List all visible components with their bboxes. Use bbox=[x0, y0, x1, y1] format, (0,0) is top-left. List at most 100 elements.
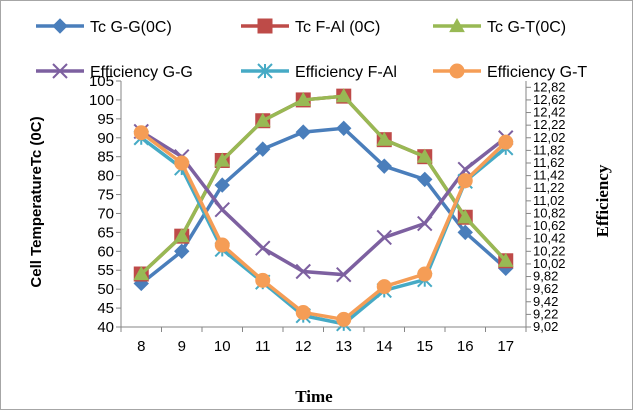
legend: Tc G-G(0C) Tc F-Al (0C) Tc G-T(0C) Efficien… bbox=[36, 17, 587, 81]
data-point bbox=[255, 272, 271, 288]
legend-item: Efficiency G-T bbox=[433, 63, 587, 81]
data-point bbox=[498, 134, 514, 150]
data-point bbox=[457, 224, 473, 241]
y-tick-label: 45 bbox=[97, 300, 114, 317]
x-tick-label: 16 bbox=[457, 338, 474, 355]
y-right-tick-label: 10,42 bbox=[533, 231, 566, 246]
y-tick-label: 60 bbox=[97, 243, 114, 260]
data-point bbox=[254, 112, 271, 127]
y-right-tick-label: 9,42 bbox=[533, 294, 558, 309]
y-right-tick-label: 11,62 bbox=[533, 155, 565, 170]
x-axis-title: Time bbox=[295, 387, 333, 406]
data-point-stroke bbox=[376, 229, 392, 246]
legend-label: Efficiency G-T bbox=[487, 64, 587, 81]
data-point bbox=[376, 131, 393, 146]
data-point-stroke bbox=[214, 201, 230, 218]
data-point bbox=[417, 215, 433, 232]
y-axis-title: Cell TemperatureTc (0C) bbox=[28, 116, 45, 287]
data-point bbox=[295, 304, 311, 320]
data-point bbox=[174, 243, 190, 260]
x-tick-label: 8 bbox=[137, 338, 145, 355]
y-right-tick-label: 11,22 bbox=[533, 180, 565, 195]
data-point bbox=[336, 120, 352, 137]
legend-swatch-marker bbox=[257, 18, 273, 34]
data-point bbox=[295, 263, 311, 280]
y-right-tick-label: 9,62 bbox=[533, 281, 558, 296]
data-point bbox=[457, 209, 474, 224]
y-tick-label: 100 bbox=[89, 92, 114, 109]
data-point-stroke bbox=[255, 240, 271, 256]
data-point bbox=[457, 173, 473, 189]
data-point bbox=[174, 155, 190, 171]
y-right-tick-label: 11,82 bbox=[533, 142, 565, 157]
y-tick-label: 85 bbox=[97, 149, 114, 166]
legend-item: Tc F-Al (0C) bbox=[241, 18, 380, 36]
legend-swatch-marker bbox=[52, 18, 68, 34]
data-point bbox=[376, 279, 392, 295]
x-tick-label: 15 bbox=[416, 338, 433, 355]
y-tick-label: 90 bbox=[97, 130, 114, 147]
y-tick-label: 105 bbox=[89, 73, 114, 90]
y-right-tick-label: 9,82 bbox=[533, 269, 558, 284]
x-tick-label: 14 bbox=[376, 338, 393, 355]
data-point bbox=[336, 311, 352, 327]
legend-swatch-marker bbox=[257, 63, 273, 79]
x-tick-label: 9 bbox=[178, 338, 186, 355]
x-tick-label: 12 bbox=[295, 338, 312, 355]
y-tick-label: 80 bbox=[97, 168, 114, 185]
legend-swatch-marker bbox=[52, 63, 68, 79]
x-tick-label: 10 bbox=[214, 338, 231, 355]
y-right-tick-label: 10,82 bbox=[533, 205, 566, 220]
y-tick-label: 65 bbox=[97, 224, 114, 241]
data-point bbox=[417, 266, 433, 282]
data-point bbox=[133, 125, 149, 141]
legend-item: Tc G-T(0C) bbox=[433, 17, 566, 36]
legend-item: Efficiency G-G bbox=[36, 63, 193, 81]
series-line bbox=[140, 131, 507, 322]
series-line bbox=[140, 129, 507, 277]
y-right-tick-label: 9,02 bbox=[533, 319, 558, 334]
y-axis-right-title: Efficiency bbox=[593, 164, 612, 237]
y-right-tick-label: 11,42 bbox=[533, 168, 565, 183]
data-point bbox=[417, 171, 433, 188]
data-point bbox=[255, 141, 271, 157]
y-right-tick-label: 10,22 bbox=[533, 243, 566, 258]
data-point bbox=[336, 266, 352, 283]
data-point bbox=[214, 201, 230, 218]
y-right-tick-label: 10,62 bbox=[533, 218, 566, 233]
data-point bbox=[133, 265, 150, 281]
data-point bbox=[295, 124, 311, 140]
series-line bbox=[140, 94, 508, 276]
data-point-stroke bbox=[457, 161, 473, 178]
data-point bbox=[335, 88, 352, 103]
y-tick-label: 70 bbox=[97, 205, 114, 222]
data-point-stroke bbox=[336, 266, 352, 283]
y-right-tick-label: 12,22 bbox=[533, 117, 566, 132]
y-tick-label: 95 bbox=[97, 111, 114, 128]
y-tick-label: 40 bbox=[97, 319, 114, 336]
y-right-tick-label: 10,02 bbox=[533, 256, 566, 271]
y-tick-label: 55 bbox=[97, 262, 114, 279]
y-right-tick-label: 12,82 bbox=[533, 79, 566, 94]
legend-swatch-marker bbox=[449, 17, 465, 33]
y-right-tick-label: 11,02 bbox=[533, 193, 565, 208]
series-line bbox=[140, 94, 508, 276]
data-point bbox=[376, 229, 392, 246]
legend-item: Efficiency F-Al bbox=[241, 63, 397, 81]
legend-label: Tc F-Al (0C) bbox=[295, 19, 380, 36]
legend-label: Tc G-T(0C) bbox=[487, 19, 566, 36]
x-tick-label: 13 bbox=[335, 338, 352, 355]
legend-swatch-marker bbox=[449, 63, 465, 79]
legend-item: Tc G-G(0C) bbox=[36, 18, 172, 36]
y-right-tick-label: 12,62 bbox=[533, 92, 566, 107]
data-point bbox=[214, 237, 230, 253]
legend-label: Tc G-G(0C) bbox=[90, 19, 172, 36]
x-tick-label: 11 bbox=[255, 338, 271, 355]
legend-swatch-marker-stroke bbox=[52, 63, 68, 79]
y-tick-label: 50 bbox=[97, 281, 114, 298]
data-point-stroke bbox=[295, 263, 311, 280]
data-point bbox=[214, 177, 230, 193]
data-point bbox=[255, 240, 271, 256]
plot-area bbox=[133, 88, 514, 332]
data-point bbox=[214, 152, 231, 167]
